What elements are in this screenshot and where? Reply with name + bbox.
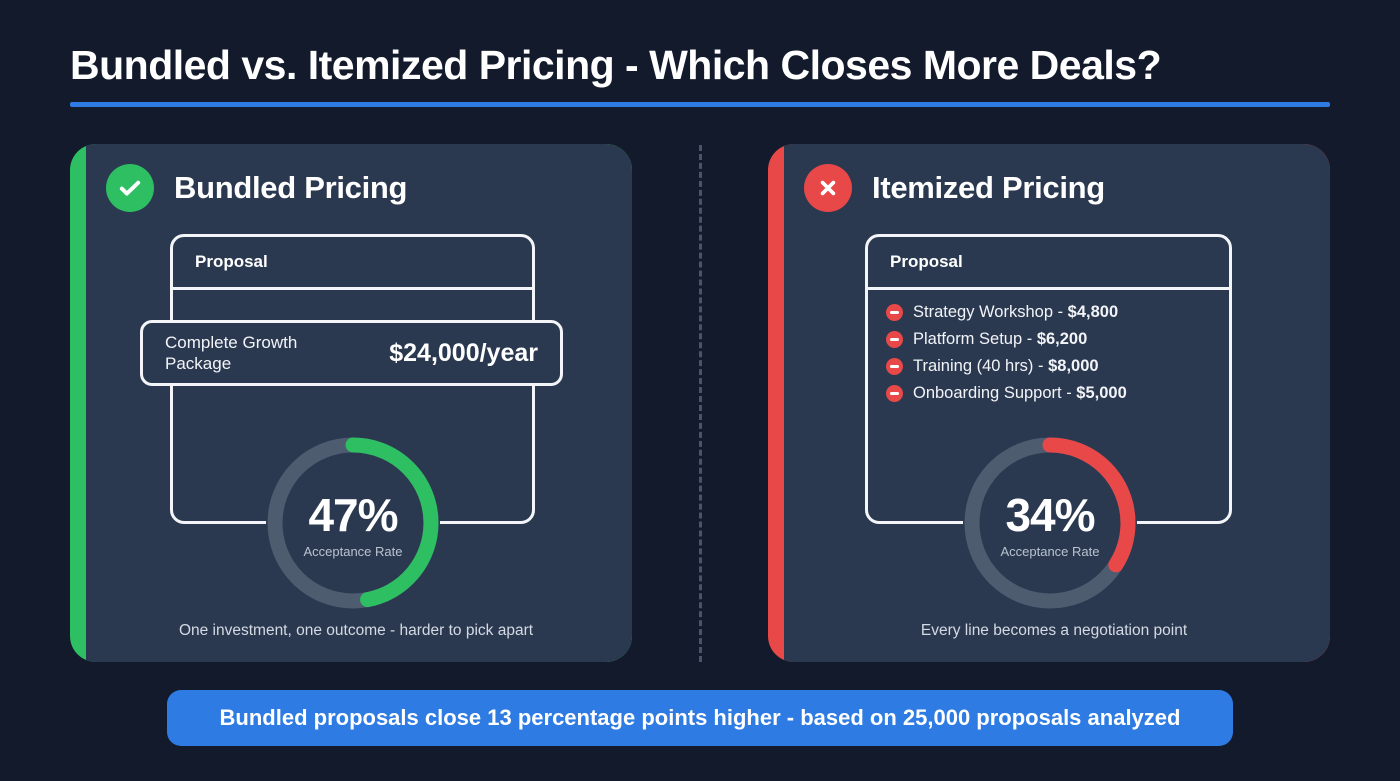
- minus-icon: [886, 385, 903, 402]
- itemized-proposal-label: Proposal: [868, 237, 1229, 290]
- line-item: Onboarding Support - $5,000: [886, 384, 1211, 403]
- line-item-price: $4,800: [1067, 303, 1119, 321]
- line-item-text: Platform Setup - $6,200: [913, 330, 1087, 349]
- conclusion-banner: Bundled proposals close 13 percentage po…: [167, 690, 1233, 746]
- line-item-name: Platform Setup -: [913, 330, 1037, 348]
- gauge-backdrop: [963, 436, 1137, 610]
- line-item-text: Training (40 hrs) - $8,000: [913, 357, 1099, 376]
- itemized-pricing-card: Itemized Pricing Proposal Strategy Works…: [768, 144, 1330, 662]
- line-item-price: $6,200: [1036, 330, 1088, 348]
- itemized-gauge-text: 34% Acceptance Rate: [957, 430, 1143, 616]
- itemized-card-title: Itemized Pricing: [872, 170, 1105, 205]
- conclusion-banner-text: Bundled proposals close 13 percentage po…: [219, 705, 1181, 730]
- vertical-dashed-divider: [699, 145, 702, 662]
- line-item-price: $8,000: [1048, 357, 1099, 375]
- gauge-arc: [267, 437, 439, 609]
- bundled-line-item: Complete Growth Package $24,000/year: [140, 320, 563, 386]
- line-item: Training (40 hrs) - $8,000: [886, 357, 1211, 376]
- itemized-gauge-sublabel: Acceptance Rate: [1000, 543, 1100, 559]
- line-item-text: Onboarding Support - $5,000: [913, 384, 1127, 403]
- minus-icon: [886, 358, 903, 375]
- line-item: Strategy Workshop - $4,800: [886, 303, 1211, 322]
- itemized-caption: Every line becomes a negotiation point: [920, 622, 1188, 639]
- gauge-backdrop: [266, 436, 440, 610]
- bundled-item-price: $24,000/year: [389, 338, 538, 367]
- itemized-acceptance-gauge: 34% Acceptance Rate: [957, 430, 1143, 616]
- bundled-acceptance-gauge: 47% Acceptance Rate: [260, 430, 446, 616]
- gauge-arc: [964, 437, 1136, 609]
- bundled-caption: One investment, one outcome - harder to …: [178, 622, 534, 639]
- minus-icon: [886, 304, 903, 321]
- bundled-gauge-percent: 47%: [308, 488, 398, 541]
- itemized-line-items: Strategy Workshop - $4,800 Platform Setu…: [868, 290, 1229, 416]
- x-icon: [804, 164, 852, 212]
- minus-icon: [886, 331, 903, 348]
- itemized-gauge-svg: [963, 436, 1137, 610]
- itemized-gauge-percent: 34%: [1005, 488, 1095, 541]
- title-underline: [70, 102, 1330, 107]
- check-icon: [106, 164, 154, 212]
- bundled-proposal-label: Proposal: [173, 237, 532, 290]
- line-item-name: Onboarding Support -: [913, 384, 1077, 402]
- line-item-name: Training (40 hrs) -: [913, 357, 1049, 375]
- bundled-item-name: Complete Growth Package: [165, 332, 298, 373]
- bundled-gauge-sublabel: Acceptance Rate: [303, 543, 403, 559]
- line-item: Platform Setup - $6,200: [886, 330, 1211, 349]
- line-item-text: Strategy Workshop - $4,800: [913, 303, 1118, 322]
- bundled-gauge-svg: [266, 436, 440, 610]
- bundled-gauge-text: 47% Acceptance Rate: [260, 430, 446, 616]
- itemized-card-header: Itemized Pricing: [804, 164, 1105, 212]
- bundled-card-title: Bundled Pricing: [174, 170, 408, 205]
- page-title: Bundled vs. Itemized Pricing - Which Clo…: [70, 42, 1162, 88]
- line-item-price: $5,000: [1076, 384, 1127, 402]
- bundled-pricing-card: Bundled Pricing Proposal Complete Growth…: [70, 144, 632, 662]
- bundled-card-header: Bundled Pricing: [106, 164, 407, 212]
- line-item-name: Strategy Workshop -: [913, 303, 1068, 321]
